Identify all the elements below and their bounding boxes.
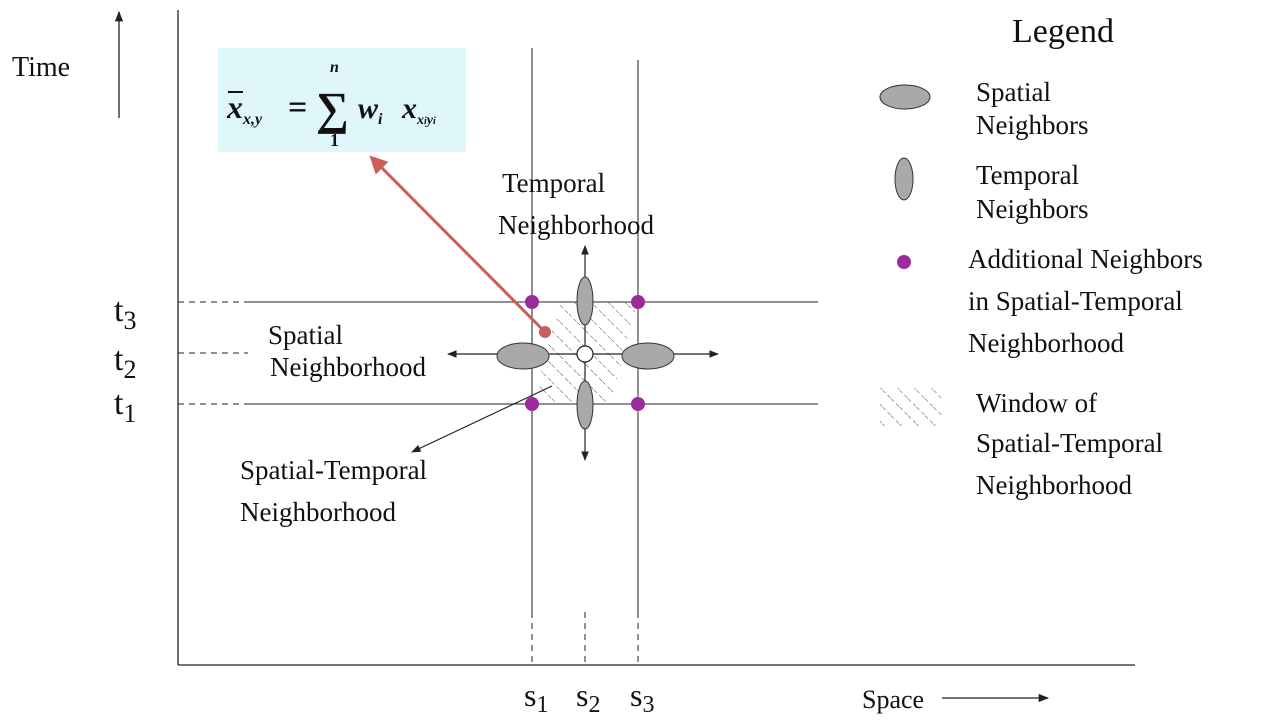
svg-text:wi: wi — [358, 92, 383, 128]
svg-text:Spatial: Spatial — [268, 320, 343, 350]
time-tick-t3: t3 — [114, 292, 136, 335]
formula-pointer-arrow — [369, 155, 547, 334]
legend: Legend Spatial Neighbors Temporal Neighb… — [879, 13, 1209, 500]
spatial-neighbor-left — [496, 342, 550, 370]
svg-text:s1: s1 — [524, 677, 548, 718]
time-tick-t2: t2 — [114, 341, 136, 384]
space-tick-s2: s2 — [576, 677, 600, 718]
formula-box: xx,y = ∑ n 1 wi xxiyi — [218, 48, 466, 152]
legend-item-temporal-neighbors: Temporal Neighbors — [976, 160, 1088, 224]
formula-pointer-origin — [539, 326, 551, 338]
spatial-neighbor-right — [621, 342, 675, 370]
time-tick-t1: t1 — [114, 385, 136, 428]
additional-neighbor-dot — [631, 295, 645, 309]
svg-text:t1: t1 — [114, 385, 136, 428]
svg-text:t3: t3 — [114, 292, 136, 335]
spatial-neighborhood-label: Spatial Neighborhood — [268, 320, 426, 382]
svg-text:Neighborhood: Neighborhood — [498, 210, 654, 240]
spatial-temporal-pointer-arrow — [411, 385, 553, 453]
svg-text:Spatial-Temporal: Spatial-Temporal — [240, 455, 427, 485]
temporal-neighbor-bottom — [576, 380, 594, 430]
additional-neighbor-dot — [631, 397, 645, 411]
svg-text:=: = — [288, 89, 307, 126]
time-axis-label: Time — [12, 52, 70, 83]
svg-text:t2: t2 — [114, 341, 136, 384]
svg-text:1: 1 — [330, 130, 339, 150]
additional-neighbor-dot — [525, 295, 539, 309]
legend-item-window: Window of Spatial-Temporal Neighborhood — [976, 388, 1170, 500]
svg-text:s3: s3 — [630, 677, 654, 718]
vertical-ellipse-icon — [894, 157, 914, 201]
svg-text:s2: s2 — [576, 677, 600, 718]
svg-text:Neighborhood: Neighborhood — [270, 352, 426, 382]
purple-dot-icon — [897, 255, 911, 269]
temporal-neighborhood-label: Temporal Neighborhood — [498, 168, 654, 240]
center-point — [576, 345, 594, 363]
horizontal-ellipse-icon — [879, 84, 931, 110]
svg-text:xx,y: xx,y — [226, 89, 263, 128]
space-axis-label: Space — [862, 685, 924, 714]
hatched-window-icon — [880, 388, 942, 426]
svg-text:xxiyi: xxiyi — [401, 92, 436, 128]
space-tick-s1: s1 — [524, 677, 548, 718]
svg-text:∑: ∑ — [316, 83, 349, 134]
legend-item-additional-neighbors: Additional Neighbors in Spatial-Temporal… — [968, 244, 1209, 358]
space-tick-s3: s3 — [630, 677, 654, 718]
legend-item-spatial-neighbors: Spatial Neighbors — [976, 77, 1088, 140]
additional-neighbor-dot — [525, 397, 539, 411]
svg-text:Neighborhood: Neighborhood — [240, 497, 396, 527]
spatial-temporal-neighborhood-label: Spatial-Temporal Neighborhood — [240, 455, 427, 527]
legend-title: Legend — [1012, 13, 1114, 50]
formula-background — [218, 48, 466, 152]
temporal-neighbor-top — [576, 276, 594, 326]
svg-text:Temporal: Temporal — [502, 168, 605, 198]
svg-text:n: n — [330, 59, 339, 76]
